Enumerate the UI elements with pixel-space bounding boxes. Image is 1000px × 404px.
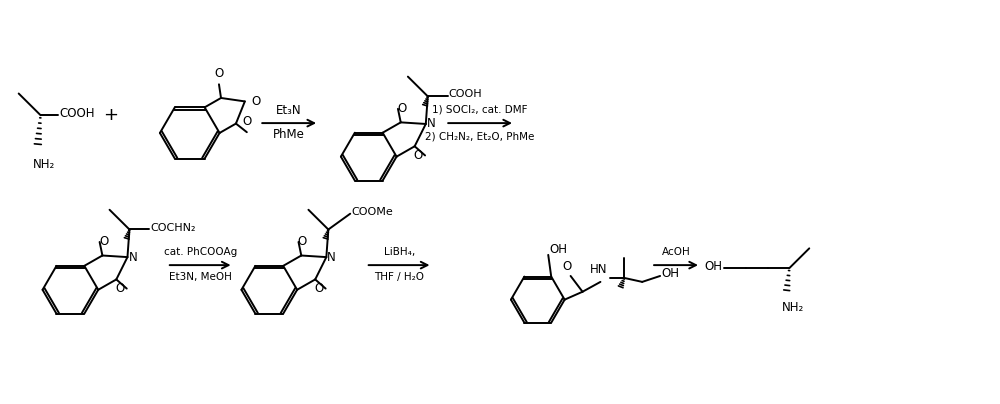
Text: O: O — [314, 282, 323, 295]
Text: Et₃N: Et₃N — [276, 104, 302, 117]
Text: O: O — [115, 282, 124, 295]
Text: 1) SOCl₂, cat. DMF: 1) SOCl₂, cat. DMF — [432, 104, 528, 114]
Text: LiBH₄,: LiBH₄, — [384, 247, 415, 257]
Text: OH: OH — [661, 267, 679, 280]
Text: +: + — [103, 106, 118, 124]
Text: N: N — [327, 250, 336, 263]
Text: PhMe: PhMe — [273, 128, 305, 141]
Text: O: O — [562, 260, 571, 273]
Text: O: O — [413, 149, 423, 162]
Text: Et3N, MeOH: Et3N, MeOH — [169, 272, 232, 282]
Text: OH: OH — [705, 260, 723, 273]
Text: HN: HN — [590, 263, 607, 276]
Text: COOMe: COOMe — [351, 207, 393, 217]
Text: COCHN₂: COCHN₂ — [150, 223, 196, 233]
Text: O: O — [397, 102, 407, 115]
Text: O: O — [252, 95, 261, 108]
Text: O: O — [99, 236, 108, 248]
Text: O: O — [298, 236, 307, 248]
Text: OH: OH — [549, 244, 567, 257]
Text: NH₂: NH₂ — [781, 301, 804, 314]
Text: NH₂: NH₂ — [33, 158, 55, 170]
Text: COOH: COOH — [59, 107, 95, 120]
Text: COOH: COOH — [449, 89, 482, 99]
Text: N: N — [128, 250, 137, 263]
Text: cat. PhCOOAg: cat. PhCOOAg — [164, 247, 237, 257]
Text: THF / H₂O: THF / H₂O — [375, 272, 425, 282]
Text: O: O — [242, 115, 251, 128]
Text: AcOH: AcOH — [662, 247, 690, 257]
Text: 2) CH₂N₂, Et₂O, PhMe: 2) CH₂N₂, Et₂O, PhMe — [425, 132, 535, 142]
Text: O: O — [214, 67, 224, 80]
Text: N: N — [427, 118, 436, 130]
